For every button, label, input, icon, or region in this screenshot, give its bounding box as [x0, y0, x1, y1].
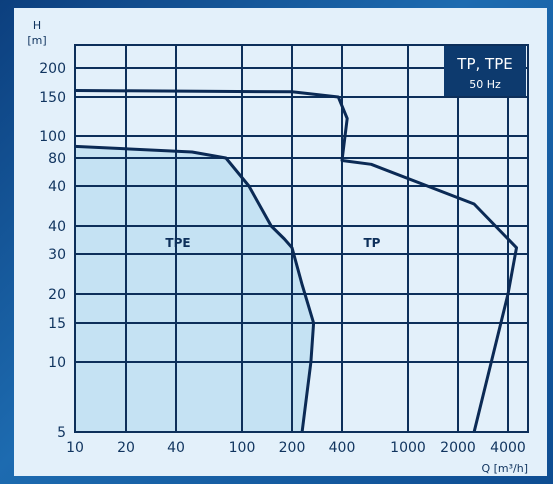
x-tick-label: 40: [167, 440, 185, 456]
x-tick-label: 400: [329, 440, 356, 456]
tp-curve: [74, 89, 518, 433]
x-tick-label: 200: [279, 440, 306, 456]
horizontal-gridlines: [75, 67, 528, 363]
y-tick-labels: 200 150 100 80 40 40 30 20 15 10 5: [39, 61, 66, 441]
y-tick-label: 150: [39, 90, 66, 106]
tp-region-label: TP: [364, 236, 381, 250]
y-tick-label: 40: [48, 179, 66, 195]
tpe-region-label: TPE: [165, 236, 190, 250]
x-tick-label: 100: [229, 440, 256, 456]
y-tick-label: 10: [48, 355, 66, 371]
plot-border: [74, 44, 529, 433]
y-tick-label: 200: [39, 61, 66, 77]
x-tick-label: 20: [117, 440, 135, 456]
y-axis-label: H: [33, 19, 41, 32]
x-axis-label: Q [m³/h]: [481, 462, 528, 475]
tpe-area-fill: [75, 146, 314, 432]
chart-subtitle: 50 Hz: [469, 78, 501, 91]
x-tick-label: 4000: [490, 440, 526, 456]
y-tick-label: 80: [48, 151, 66, 167]
x-tick-label: 2000: [440, 440, 476, 456]
y-axis-unit: [m]: [27, 34, 46, 47]
y-tick-label: 30: [48, 247, 66, 263]
tpe-curve: [74, 144, 316, 433]
y-tick-label: 100: [39, 129, 66, 145]
chart-title: TP, TPE: [456, 55, 512, 73]
x-tick-label: 1000: [390, 440, 426, 456]
y-tick-label: 20: [48, 287, 66, 303]
vertical-gridlines: [125, 45, 509, 432]
title-box: [444, 46, 526, 96]
x-tick-label: 10: [66, 440, 84, 456]
y-tick-label: 15: [48, 316, 66, 332]
x-tick-labels: 10 20 40 100 200 400 1000 2000 4000: [66, 440, 526, 456]
y-tick-label: 40: [48, 219, 66, 235]
y-tick-label: 5: [57, 425, 66, 441]
